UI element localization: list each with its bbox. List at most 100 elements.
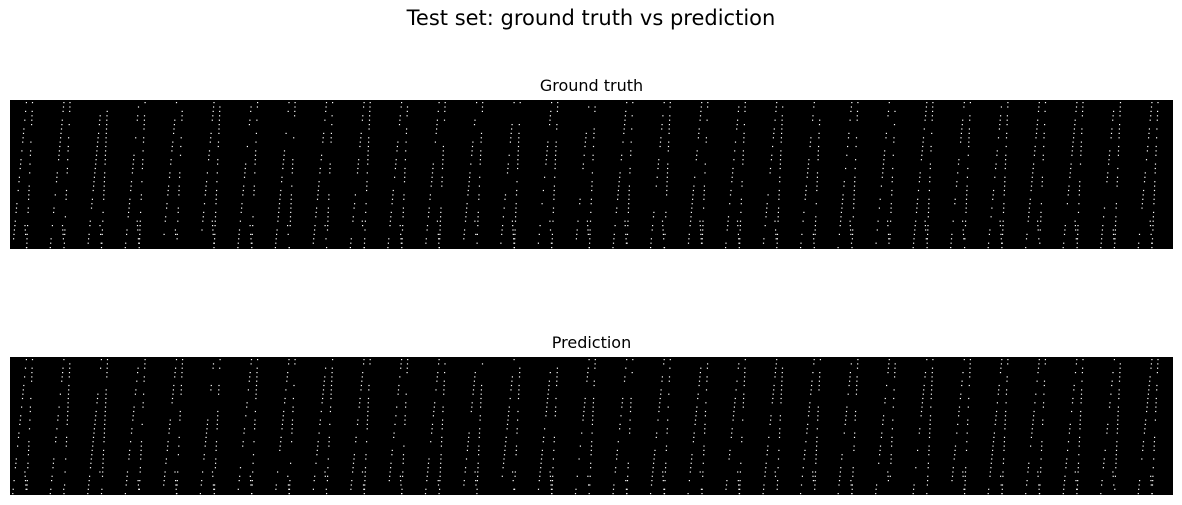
dot-mark: [173, 384, 175, 387]
dot-mark: [248, 380, 250, 382]
dot-mark: [626, 102, 628, 104]
dot-mark: [283, 150, 286, 152]
dot-mark: [776, 484, 778, 486]
dot-mark: [624, 115, 626, 117]
dot-mark: [665, 449, 667, 451]
dot-mark: [133, 406, 135, 408]
dot-mark: [215, 441, 218, 443]
dot-mark: [1003, 203, 1005, 205]
dot-mark: [292, 163, 294, 165]
dot-mark: [1149, 220, 1151, 222]
dot-mark: [471, 145, 474, 148]
dot-mark: [1119, 110, 1121, 112]
dot-mark: [889, 475, 891, 477]
dot-mark: [1116, 441, 1118, 443]
dot-mark: [354, 194, 356, 196]
dot-mark: [952, 220, 954, 222]
dot-mark: [883, 159, 885, 161]
dot-mark: [136, 380, 138, 382]
dot-mark: [176, 484, 178, 486]
dot-mark: [885, 137, 887, 139]
dot-mark: [1119, 372, 1121, 374]
dot-mark: [741, 436, 743, 438]
dot-mark: [315, 216, 317, 218]
dot-mark: [650, 493, 652, 495]
dot-mark: [202, 471, 204, 473]
dot-mark: [473, 380, 475, 382]
dot-mark: [590, 454, 592, 456]
dot-mark: [104, 172, 106, 174]
dot-mark: [778, 449, 780, 451]
dot-mark: [363, 102, 365, 104]
dot-mark: [361, 471, 364, 473]
dot-mark: [620, 415, 622, 417]
dot-mark: [659, 397, 661, 400]
dot-mark: [102, 458, 104, 460]
dot-mark: [962, 220, 964, 222]
dot-mark: [1042, 406, 1044, 408]
dot-mark: [436, 376, 438, 378]
dot-mark: [130, 189, 132, 192]
dot-mark: [61, 376, 63, 378]
dot-mark: [1143, 189, 1145, 192]
dot-mark: [594, 367, 596, 369]
dot-mark: [812, 233, 814, 235]
dot-mark: [987, 247, 989, 249]
dot-mark: [888, 363, 890, 365]
dot-mark: [1069, 423, 1071, 425]
dot-mark: [282, 415, 284, 417]
dot-mark: [397, 393, 399, 395]
dot-mark: [805, 189, 807, 192]
dot-mark: [140, 211, 142, 213]
dot-mark: [23, 384, 25, 387]
dot-mark: [655, 185, 657, 187]
dot-mark: [1151, 359, 1153, 361]
dot-mark: [1101, 229, 1103, 231]
dot-mark: [316, 449, 318, 451]
dot-mark: [854, 167, 856, 170]
dot-mark: [725, 488, 727, 490]
dot-mark: [401, 359, 403, 361]
dot-mark: [282, 419, 284, 421]
dot-mark: [737, 480, 739, 482]
dot-mark: [364, 471, 366, 473]
dot-mark: [852, 216, 854, 218]
dot-mark: [1112, 471, 1114, 473]
dot-mark: [1109, 402, 1111, 404]
dot-mark: [854, 432, 856, 434]
dot-mark: [887, 115, 889, 117]
dot-mark: [480, 132, 483, 134]
dot-mark: [884, 402, 886, 404]
dot-mark: [650, 247, 652, 249]
dot-mark: [1101, 233, 1103, 235]
dot-mark: [513, 488, 515, 490]
dot-mark: [588, 484, 590, 486]
dot-mark: [1007, 363, 1009, 365]
dot-mark: [396, 150, 398, 152]
dot-mark: [331, 380, 333, 382]
dot-mark: [403, 181, 406, 183]
dot-mark: [366, 428, 368, 430]
dot-mark: [924, 225, 926, 227]
dot-mark: [103, 428, 106, 430]
dot-mark: [168, 432, 170, 434]
dot-mark: [804, 454, 806, 456]
dot-mark: [698, 384, 700, 387]
dot-mark: [814, 475, 816, 477]
dot-mark: [546, 406, 548, 408]
dot-mark: [772, 397, 774, 400]
dot-mark: [403, 445, 405, 447]
dot-mark: [1112, 372, 1114, 374]
dot-mark: [281, 423, 283, 425]
dot-mark: [439, 238, 441, 240]
dot-mark: [442, 145, 444, 148]
dot-mark: [405, 393, 407, 395]
dot-mark: [68, 372, 71, 374]
dot-mark: [967, 167, 969, 170]
dot-mark: [1026, 233, 1028, 235]
dot-mark: [625, 110, 627, 112]
dot-mark: [623, 132, 625, 134]
dot-mark: [1043, 393, 1045, 395]
dot-mark: [548, 380, 550, 382]
dot-mark: [818, 145, 820, 148]
